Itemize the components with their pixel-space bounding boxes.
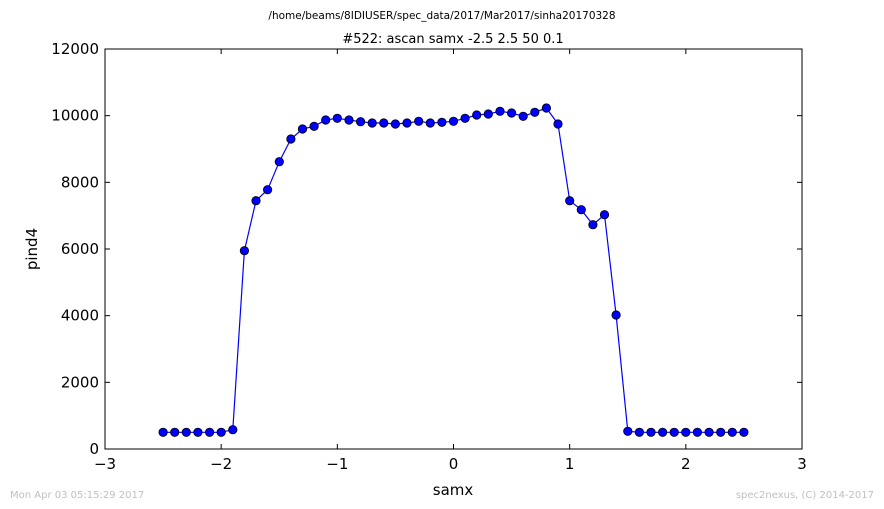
data-point — [414, 116, 424, 126]
data-point — [739, 427, 749, 437]
plot-area — [104, 48, 803, 450]
x-tick-label: −2 — [210, 455, 232, 473]
data-series — [158, 103, 749, 437]
x-axis: −3 −2 −1 0 1 2 3 — [94, 49, 807, 473]
data-point — [297, 124, 308, 134]
data-point — [727, 427, 737, 437]
data-point — [228, 425, 238, 435]
data-point — [321, 115, 331, 125]
data-point — [181, 427, 191, 437]
file-path-header: /home/beams/8IDIUSER/spec_data/2017/Mar2… — [268, 10, 615, 22]
data-point — [437, 117, 447, 127]
data-point — [472, 110, 482, 120]
data-point — [262, 185, 273, 195]
data-point — [425, 118, 435, 128]
y-tick-label: 6000 — [61, 240, 99, 258]
y-tick-label: 2000 — [61, 373, 99, 391]
data-point — [448, 116, 459, 126]
x-tick-label: −1 — [326, 455, 348, 473]
y-axis-label: pind4 — [23, 228, 41, 270]
x-tick-label: 3 — [797, 455, 807, 473]
data-point — [611, 310, 621, 320]
data-point — [565, 196, 575, 206]
data-point — [460, 113, 470, 123]
y-tick-label: 10000 — [51, 107, 99, 125]
data-point — [657, 427, 668, 437]
x-tick-label: 2 — [681, 455, 691, 473]
data-point — [309, 121, 319, 131]
data-point — [251, 196, 261, 206]
data-point — [634, 427, 645, 437]
data-point — [506, 108, 517, 118]
series-line — [163, 107, 744, 433]
data-point — [599, 210, 610, 220]
data-point — [541, 103, 552, 113]
chart-title: #522: ascan samx -2.5 2.5 50 0.1 — [342, 32, 563, 47]
data-point — [239, 246, 249, 256]
x-tick-label: 1 — [565, 455, 575, 473]
data-point — [518, 111, 528, 121]
y-tick-label: 0 — [89, 440, 99, 458]
data-point — [530, 107, 540, 117]
data-point — [495, 106, 505, 116]
data-point — [623, 426, 633, 436]
data-point — [379, 118, 389, 128]
data-point — [483, 109, 493, 119]
data-point — [646, 427, 656, 437]
data-point — [402, 118, 412, 128]
data-point — [286, 134, 296, 144]
data-point — [170, 427, 180, 437]
x-axis-label: samx — [433, 481, 474, 499]
y-tick-label: 4000 — [61, 307, 99, 325]
x-tick-label: 0 — [449, 455, 459, 473]
data-point — [158, 427, 168, 437]
data-point — [681, 427, 691, 437]
y-tick-label: 8000 — [61, 173, 99, 191]
footer-credit: spec2nexus, (C) 2014-2017 — [736, 490, 874, 501]
x-tick-label: −3 — [94, 455, 116, 473]
data-point — [553, 119, 563, 129]
data-point — [216, 427, 226, 437]
data-point — [344, 115, 354, 125]
data-point — [588, 220, 598, 230]
data-point — [576, 205, 586, 215]
data-point — [367, 118, 377, 128]
y-axis: 0 2000 4000 6000 8000 10000 12000 — [51, 40, 802, 458]
footer-timestamp: Mon Apr 03 05:15:29 2017 — [10, 490, 144, 501]
data-point — [716, 427, 726, 437]
data-point — [332, 113, 342, 123]
data-point — [669, 427, 679, 437]
data-point — [193, 427, 203, 437]
data-point — [390, 119, 400, 129]
data-point — [205, 427, 215, 437]
data-point — [692, 427, 703, 437]
data-point — [274, 157, 284, 167]
data-point — [355, 117, 366, 127]
data-point — [704, 427, 714, 437]
plot-frame — [104, 48, 803, 450]
y-tick-label: 12000 — [51, 40, 99, 58]
